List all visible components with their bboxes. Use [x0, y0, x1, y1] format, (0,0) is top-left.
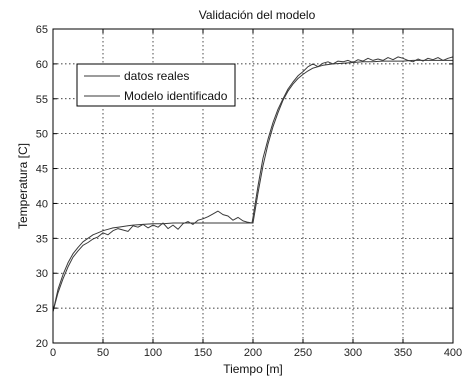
legend: datos reales Modelo identificado — [76, 63, 236, 107]
legend-box — [76, 63, 236, 107]
y-tick-label: 45 — [36, 164, 48, 176]
chart-title: Validación del modelo — [199, 8, 316, 22]
x-tick-label: 50 — [97, 347, 109, 359]
x-axis-label: Tiempo [m] — [223, 362, 283, 376]
x-tick-label: 0 — [50, 347, 56, 359]
series-layer — [52, 56, 454, 312]
y-tick-label: 30 — [36, 268, 48, 280]
series-line-datos-reales — [52, 56, 454, 312]
y-tick-label: 35 — [36, 233, 48, 245]
x-tick-label: 200 — [244, 347, 262, 359]
x-tick-label: 400 — [444, 347, 462, 359]
grid — [53, 29, 453, 343]
x-tick-label: 150 — [194, 347, 212, 359]
y-tick-label: 20 — [36, 338, 48, 350]
series-line-modelo-identificado — [52, 59, 453, 312]
y-tick-label: 25 — [36, 303, 48, 315]
x-tick-label: 350 — [394, 347, 412, 359]
y-tick-label: 65 — [36, 24, 48, 36]
legend-label-modelo-identificado: Modelo identificado — [124, 89, 228, 103]
x-tick-label: 300 — [344, 347, 362, 359]
x-tick-label: 250 — [294, 347, 312, 359]
ticks: 0 50 100 150 200 250 300 350 400 20 25 30 35 40 45 50 55… — [36, 24, 462, 359]
y-axis-label: Temperatura [C] — [16, 143, 30, 229]
y-tick-label: 55 — [36, 94, 48, 106]
y-tick-label: 50 — [36, 129, 48, 141]
legend-label-datos-reales: datos reales — [124, 69, 189, 83]
y-tick-label: 40 — [36, 198, 48, 210]
x-tick-label: 100 — [144, 347, 162, 359]
y-tick-label: 60 — [36, 59, 48, 71]
